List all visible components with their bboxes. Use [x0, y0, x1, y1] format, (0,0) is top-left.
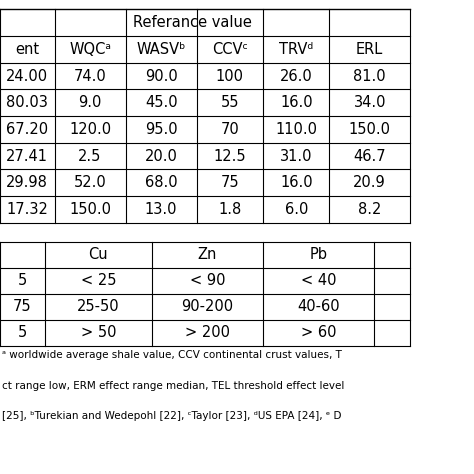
Text: 26.0: 26.0: [280, 69, 313, 83]
Text: > 200: > 200: [185, 326, 230, 340]
Text: 150.0: 150.0: [349, 122, 391, 137]
Text: < 25: < 25: [81, 273, 116, 288]
Text: 120.0: 120.0: [69, 122, 111, 137]
Text: 46.7: 46.7: [354, 149, 386, 164]
Text: ent: ent: [15, 42, 39, 57]
Text: 81.0: 81.0: [354, 69, 386, 83]
Text: 75: 75: [13, 300, 32, 314]
Text: [25], ᵇTurekian and Wedepohl [22], ᶜTaylor [23], ᵈUS EPA [24], ᵉ D: [25], ᵇTurekian and Wedepohl [22], ᶜTayl…: [2, 411, 342, 421]
Text: 6.0: 6.0: [284, 202, 308, 217]
Text: 80.03: 80.03: [6, 95, 48, 110]
Text: ERL: ERL: [356, 42, 383, 57]
Text: 45.0: 45.0: [145, 95, 177, 110]
Text: > 60: > 60: [301, 326, 337, 340]
Text: 100: 100: [216, 69, 244, 83]
Text: 67.20: 67.20: [6, 122, 48, 137]
Text: 70: 70: [220, 122, 239, 137]
Text: 8.2: 8.2: [358, 202, 382, 217]
Text: 20.0: 20.0: [145, 149, 178, 164]
Text: 1.8: 1.8: [218, 202, 242, 217]
Text: 2.5: 2.5: [78, 149, 102, 164]
Text: 150.0: 150.0: [69, 202, 111, 217]
Text: 12.5: 12.5: [214, 149, 246, 164]
Text: ct range low, ERM effect range median, TEL threshold effect level: ct range low, ERM effect range median, T…: [2, 381, 345, 391]
Text: 90.0: 90.0: [145, 69, 178, 83]
Text: 16.0: 16.0: [280, 175, 312, 190]
Text: 95.0: 95.0: [145, 122, 177, 137]
Text: 9.0: 9.0: [78, 95, 102, 110]
Text: 5: 5: [18, 326, 27, 340]
Text: 74.0: 74.0: [73, 69, 107, 83]
Text: 5: 5: [18, 273, 27, 288]
Text: Cu: Cu: [89, 247, 108, 262]
Text: 34.0: 34.0: [354, 95, 386, 110]
Text: TRVᵈ: TRVᵈ: [279, 42, 313, 57]
Text: 16.0: 16.0: [280, 95, 312, 110]
Text: Referance value: Referance value: [133, 15, 251, 30]
Text: < 40: < 40: [301, 273, 337, 288]
Text: WQCᵃ: WQCᵃ: [69, 42, 111, 57]
Text: 31.0: 31.0: [280, 149, 312, 164]
Text: 68.0: 68.0: [145, 175, 177, 190]
Text: 27.41: 27.41: [6, 149, 48, 164]
Text: Zn: Zn: [198, 247, 217, 262]
Text: 40-60: 40-60: [298, 300, 340, 314]
Text: 17.32: 17.32: [6, 202, 48, 217]
Text: < 90: < 90: [190, 273, 225, 288]
Text: 20.9: 20.9: [353, 175, 386, 190]
Text: 13.0: 13.0: [145, 202, 177, 217]
Text: CCVᶜ: CCVᶜ: [212, 42, 248, 57]
Text: Pb: Pb: [310, 247, 328, 262]
Text: 24.00: 24.00: [6, 69, 48, 83]
Text: WASVᵇ: WASVᵇ: [137, 42, 186, 57]
Text: 55: 55: [220, 95, 239, 110]
Text: 90-200: 90-200: [182, 300, 233, 314]
Text: ᵃ worldwide average shale value, CCV continental crust values, T: ᵃ worldwide average shale value, CCV con…: [2, 350, 342, 360]
Text: 110.0: 110.0: [275, 122, 317, 137]
Text: 25-50: 25-50: [77, 300, 119, 314]
Text: 75: 75: [220, 175, 239, 190]
Text: 29.98: 29.98: [6, 175, 48, 190]
Text: 52.0: 52.0: [73, 175, 107, 190]
Text: > 50: > 50: [81, 326, 116, 340]
